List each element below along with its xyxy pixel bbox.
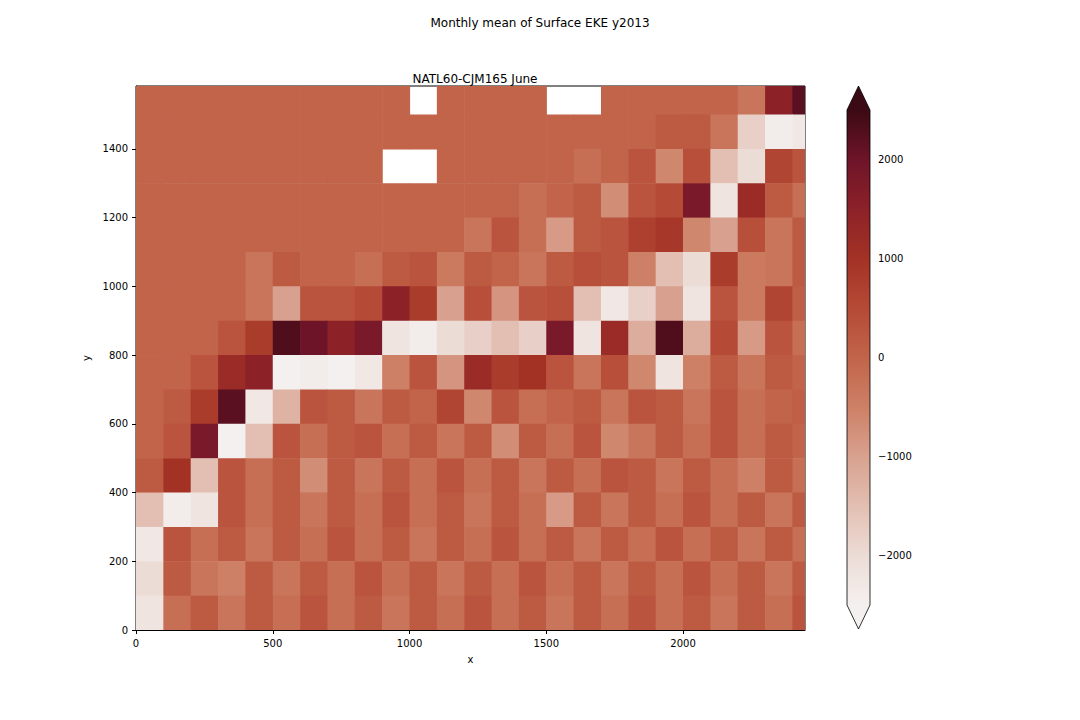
svg-text:−1000: −1000 <box>878 451 912 462</box>
svg-text:1500: 1500 <box>534 638 559 649</box>
svg-text:Monthly mean of Surface EKE y2: Monthly mean of Surface EKE y2013 <box>430 16 649 30</box>
svg-text:1400: 1400 <box>103 143 128 154</box>
svg-text:800: 800 <box>109 350 128 361</box>
svg-text:1000: 1000 <box>878 253 903 264</box>
svg-text:0: 0 <box>133 638 139 649</box>
svg-text:2000: 2000 <box>670 638 695 649</box>
svg-text:−2000: −2000 <box>878 550 912 561</box>
svg-text:x: x <box>468 654 474 665</box>
svg-text:1000: 1000 <box>103 281 128 292</box>
svg-text:0: 0 <box>122 625 128 636</box>
svg-text:0: 0 <box>878 352 884 363</box>
svg-text:1200: 1200 <box>103 212 128 223</box>
svg-text:2000: 2000 <box>878 154 903 165</box>
svg-text:NATL60-CJM165 June: NATL60-CJM165 June <box>413 72 538 86</box>
svg-text:1000: 1000 <box>397 638 422 649</box>
svg-text:200: 200 <box>109 556 128 567</box>
svg-text:500: 500 <box>263 638 282 649</box>
svg-text:400: 400 <box>109 487 128 498</box>
svg-text:y: y <box>81 355 92 361</box>
svg-text:600: 600 <box>109 418 128 429</box>
